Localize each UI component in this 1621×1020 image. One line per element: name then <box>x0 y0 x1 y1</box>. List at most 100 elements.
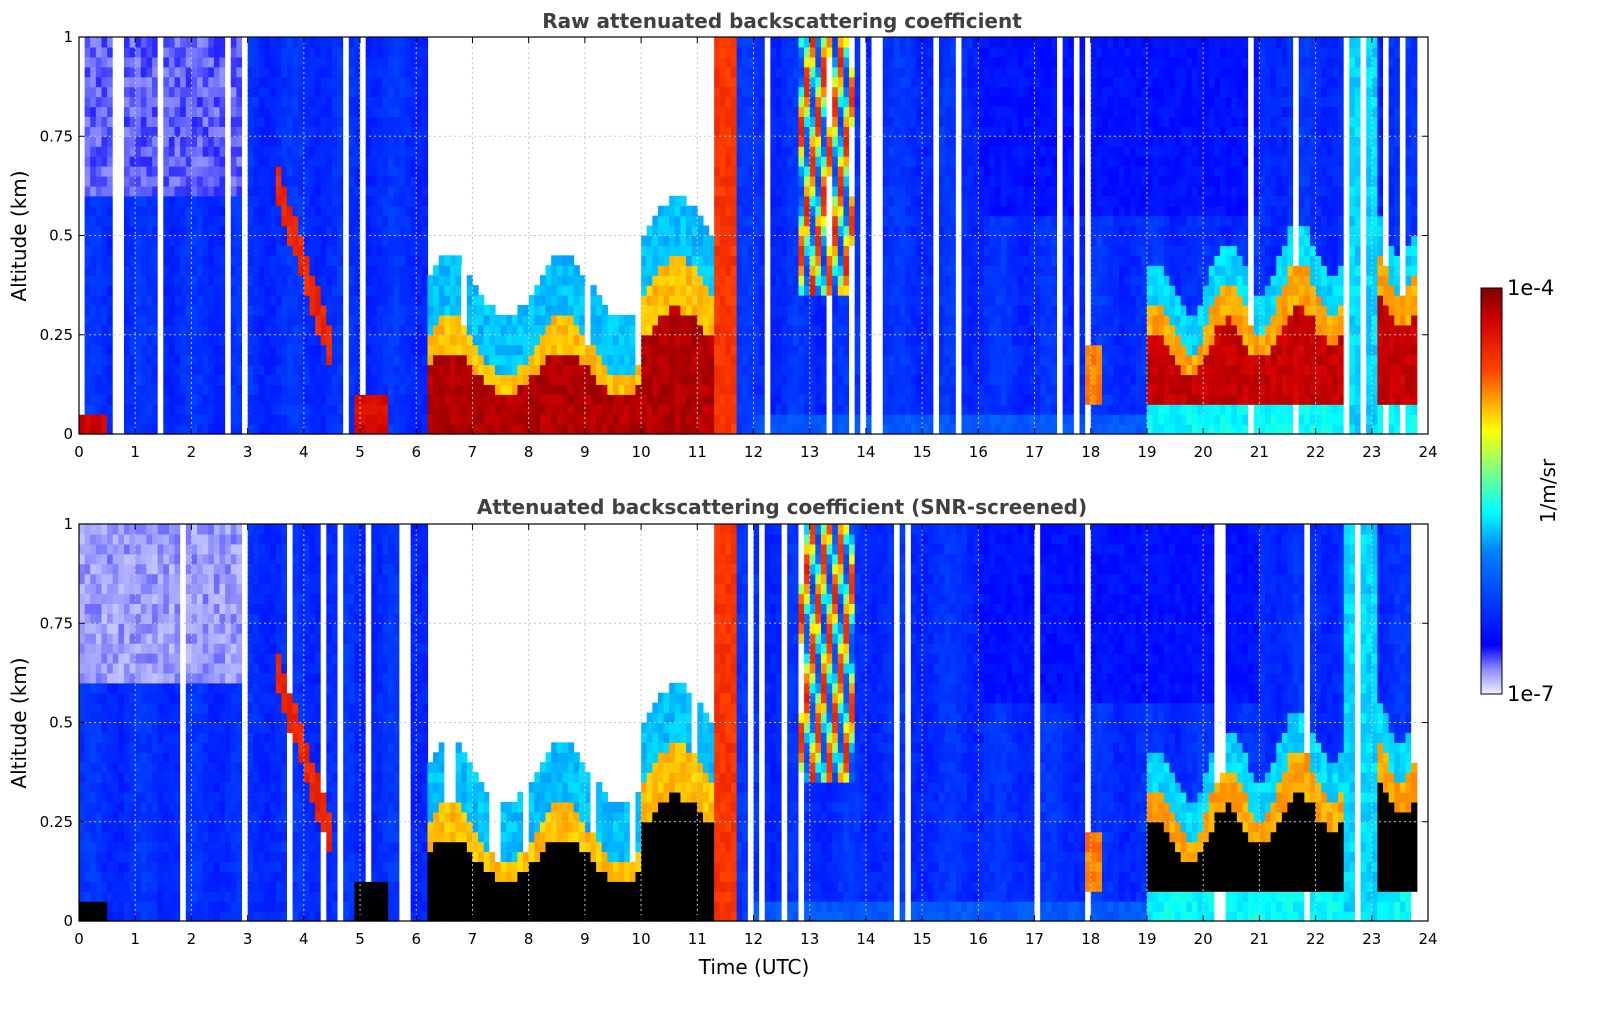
heatmap-cell <box>551 374 558 385</box>
heatmap-cell <box>753 384 760 395</box>
heatmap-cell <box>337 275 344 286</box>
heatmap-cell <box>303 235 311 247</box>
heatmap-cell <box>123 265 131 276</box>
heatmap-cell <box>95 205 103 217</box>
heatmap-cell <box>219 334 226 346</box>
heatmap-cell <box>562 404 569 415</box>
heatmap-cell <box>410 374 417 385</box>
heatmap-cell <box>270 215 277 227</box>
heatmap-cell <box>759 324 766 336</box>
heatmap-cell <box>691 285 698 296</box>
heatmap-cell <box>331 156 339 167</box>
heatmap-cell <box>101 146 108 157</box>
heatmap-cell <box>123 156 131 167</box>
heatmap-cell <box>84 354 91 366</box>
heatmap-cell <box>871 275 878 286</box>
heatmap-cell <box>331 285 339 296</box>
heatmap-cell <box>854 195 861 207</box>
heatmap-cell <box>910 304 918 316</box>
heatmap-cell <box>922 394 929 405</box>
heatmap-cell <box>641 414 648 425</box>
heatmap-cell <box>146 86 153 98</box>
heatmap-cell <box>365 364 372 376</box>
heatmap-cell <box>197 285 204 296</box>
heatmap-cell <box>365 235 372 247</box>
heatmap-cell <box>899 324 906 336</box>
heatmap-cell <box>618 314 625 326</box>
heatmap-cell <box>337 146 344 157</box>
heatmap-cell <box>180 384 187 395</box>
heatmap-cell <box>298 66 305 78</box>
heatmap-cell <box>731 424 738 435</box>
heatmap-cell <box>84 344 91 356</box>
heatmap-cell <box>157 265 164 276</box>
heatmap-cell <box>444 255 451 266</box>
heatmap-cell <box>416 66 423 78</box>
heatmap-cell <box>731 76 738 88</box>
heatmap-cell <box>556 384 563 395</box>
heatmap-cell <box>888 334 895 346</box>
heatmap-cell <box>286 255 294 266</box>
heatmap-cell <box>680 314 687 326</box>
heatmap-cell <box>421 76 429 88</box>
heatmap-cell <box>281 235 288 247</box>
heatmap-cell <box>343 185 350 197</box>
heatmap-cell <box>798 136 805 147</box>
heatmap-cell <box>736 126 743 137</box>
heatmap-cell <box>112 156 119 167</box>
heatmap-cell <box>899 265 906 276</box>
heatmap-cell <box>933 314 940 326</box>
heatmap-cell <box>343 404 350 415</box>
heatmap-cell <box>382 265 389 276</box>
heatmap-cell <box>393 324 400 336</box>
heatmap-cell <box>348 96 356 108</box>
heatmap-cell <box>123 37 131 48</box>
heatmap-cell <box>123 404 131 415</box>
heatmap-cell <box>174 414 181 425</box>
heatmap-cell <box>337 215 344 227</box>
heatmap-cell <box>764 76 771 88</box>
heatmap-cell <box>95 96 103 108</box>
heatmap-cell <box>927 295 934 306</box>
heatmap-cell <box>787 136 794 147</box>
heatmap-cell <box>163 404 170 415</box>
heatmap-cell <box>230 404 237 415</box>
heatmap-cell <box>376 374 384 385</box>
heatmap-cell <box>180 156 187 167</box>
heatmap-cell <box>157 344 164 356</box>
heatmap-cell <box>112 314 119 326</box>
heatmap-cell <box>225 255 232 266</box>
heatmap-cell <box>629 334 637 346</box>
heatmap-cell <box>331 245 339 256</box>
heatmap-cell <box>444 334 451 346</box>
heatmap-cell <box>258 225 266 237</box>
heatmap-cell <box>264 106 271 117</box>
heatmap-cell <box>253 156 260 167</box>
heatmap-cell <box>343 265 350 276</box>
heatmap-cell <box>455 344 462 356</box>
heatmap-cell <box>416 156 423 167</box>
heatmap-cell <box>871 344 878 356</box>
heatmap-cell <box>219 304 226 316</box>
heatmap-cell <box>916 255 923 266</box>
heatmap-cell <box>938 195 946 207</box>
heatmap-cell <box>174 46 181 58</box>
heatmap-cell <box>888 275 895 286</box>
heatmap-cell <box>410 364 417 376</box>
heatmap-cell <box>882 364 889 376</box>
heatmap-cell <box>449 424 457 435</box>
heatmap-cell <box>168 374 176 385</box>
heatmap-cell <box>860 374 867 385</box>
heatmap-cell <box>770 275 777 286</box>
heatmap-cell <box>832 414 839 425</box>
heatmap-cell <box>472 304 479 316</box>
heatmap-cell <box>433 404 440 415</box>
heatmap-cell <box>826 295 833 306</box>
heatmap-cell <box>281 146 288 157</box>
heatmap-cell <box>787 344 794 356</box>
heatmap-cell <box>331 146 339 157</box>
heatmap-cell <box>877 245 884 256</box>
heatmap-cell <box>843 56 850 68</box>
heatmap-cell <box>770 86 777 98</box>
heatmap-cell <box>899 185 906 197</box>
